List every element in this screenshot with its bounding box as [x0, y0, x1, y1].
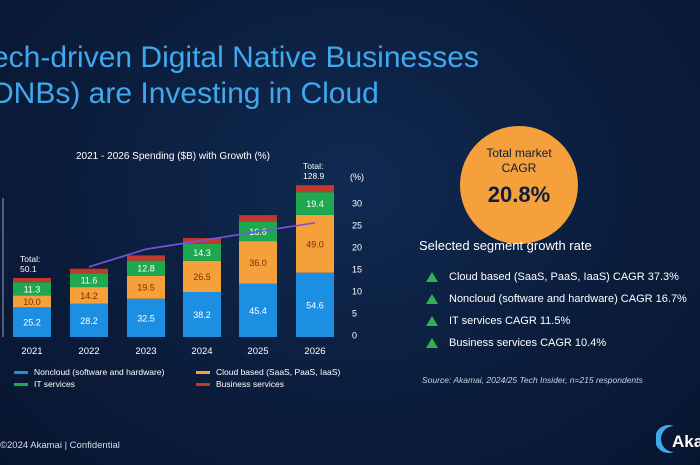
cagr-label: Total market CAGR	[486, 146, 552, 175]
triangle-up-icon	[426, 316, 438, 326]
right-axis-tick-30: 30	[352, 199, 362, 209]
right-axis-tick-0: 0	[352, 331, 357, 341]
data-label-2023-0: 32.5	[137, 313, 155, 323]
legend-label-cloud: Cloud based (SaaS, PaaS, IaaS)	[216, 367, 341, 377]
right-axis-tick-5: 5	[352, 309, 357, 319]
cagr-badge: Total market CAGR 20.8%	[460, 126, 578, 244]
source-note: Source: Akamai, 2024/25 Tech Insider, n=…	[422, 375, 643, 385]
right-axis-tick-10: 10	[352, 287, 362, 297]
total-value-1: 128.9	[303, 171, 325, 181]
bar-segment-2021-0	[13, 307, 51, 337]
data-label-2021-1: 10.0	[23, 297, 41, 307]
bar-segment-2021-2	[13, 282, 51, 296]
legend-swatch-noncloud	[14, 370, 28, 374]
x-tick-label-2024: 2024	[191, 346, 212, 357]
segment-heading: Selected segment growth rate	[419, 238, 592, 253]
data-label-2022-1: 14.2	[80, 291, 98, 301]
bar-segment-2025-0	[239, 283, 277, 337]
data-label-2025-0: 45.4	[249, 306, 267, 316]
segment-growth-list: Cloud based (SaaS, PaaS, IaaS) CAGR 37.3…	[426, 266, 687, 354]
bar-segment-2023-3	[127, 255, 165, 261]
data-label-2024-0: 38.2	[193, 310, 211, 320]
segment-growth-text: IT services CAGR 11.5%	[449, 315, 571, 327]
x-tick-label-2023: 2023	[135, 346, 156, 357]
list-item: Business services CAGR 10.4%	[426, 332, 687, 354]
list-item: Cloud based (SaaS, PaaS, IaaS) CAGR 37.3…	[426, 266, 687, 288]
x-tick-label-2026: 2026	[304, 346, 325, 357]
legend-label-noncloud: Noncloud (software and hardware)	[34, 367, 165, 377]
right-axis-unit: (%)	[350, 172, 364, 182]
right-axis-tick-15: 15	[352, 265, 362, 275]
x-tick-label-2025: 2025	[247, 346, 268, 357]
chart-title: 2021 - 2026 Spending ($B) with Growth (%…	[76, 151, 270, 162]
legend-label-it-services: IT services	[34, 379, 75, 389]
data-label-2024-2: 14.3	[193, 248, 211, 258]
akamai-logo-icon	[656, 425, 674, 453]
right-axis-tick-25: 25	[352, 221, 362, 231]
list-item: Noncloud (software and hardware) CAGR 16…	[426, 288, 687, 310]
legend-swatch-business-services	[196, 382, 210, 386]
data-label-2021-0: 25.2	[23, 318, 41, 328]
bar-segment-2024-0	[183, 292, 221, 337]
legend-item-business-services: Business services	[196, 379, 284, 389]
headline-line-1: ech-driven Digital Native Businesses	[0, 41, 479, 74]
total-value-0: 50.1	[20, 264, 37, 274]
legend-swatch-it-services	[14, 382, 28, 386]
x-tick-label-2021: 2021	[21, 346, 42, 357]
bar-segment-2022-1	[70, 287, 108, 304]
data-label-2023-1: 19.5	[137, 283, 155, 293]
data-label-2026-1: 49.0	[306, 239, 324, 249]
data-label-2024-1: 26.5	[193, 272, 211, 282]
data-label-2026-0: 54.6	[306, 300, 324, 310]
legend-swatch-cloud	[196, 370, 210, 374]
triangle-up-icon	[426, 272, 438, 282]
data-label-2021-2: 11.3	[24, 284, 41, 294]
segment-growth-text: Noncloud (software and hardware) CAGR 16…	[449, 293, 687, 305]
bar-segment-2024-2	[183, 243, 221, 261]
legend-item-cloud: Cloud based (SaaS, PaaS, IaaS)	[196, 367, 340, 377]
data-label-2025-1: 36.0	[249, 258, 267, 268]
bar-segment-2026-2	[296, 192, 334, 215]
bar-segment-2024-1	[183, 260, 221, 293]
triangle-up-icon	[426, 294, 438, 304]
data-label-2022-2: 11.6	[81, 276, 98, 286]
bar-segment-2023-1	[127, 275, 165, 299]
bar-segment-2023-2	[127, 260, 165, 276]
headline: ech-driven Digital Native Businesses DNB…	[0, 40, 479, 112]
bar-segment-2026-3	[296, 185, 334, 193]
data-label-2026-2: 19.4	[306, 199, 324, 209]
bar-segment-2026-0	[296, 272, 334, 337]
data-label-2022-0: 28.2	[80, 316, 98, 326]
bar-segment-2025-1	[239, 241, 277, 284]
legend-item-noncloud: Noncloud (software and hardware)	[14, 367, 164, 377]
bar-segment-2025-3	[239, 215, 277, 222]
total-label-1: Total:	[303, 161, 323, 171]
bar-segment-2023-0	[127, 298, 165, 337]
headline-line-2: DNBs) are Investing in Cloud	[0, 77, 379, 110]
akamai-logo-text: Aka	[672, 432, 700, 451]
x-tick-label-2022: 2022	[78, 346, 99, 357]
growth-line	[88, 222, 316, 268]
triangle-up-icon	[426, 338, 438, 348]
bar-segment-2021-1	[13, 295, 51, 308]
bar-segment-2022-0	[70, 303, 108, 337]
cagr-value: 20.8%	[487, 182, 551, 207]
right-axis-tick-20: 20	[352, 243, 362, 253]
segment-growth-text: Business services CAGR 10.4%	[449, 337, 607, 349]
bar-segment-2022-3	[70, 268, 108, 274]
legend-label-business-services: Business services	[216, 379, 285, 389]
bar-segment-2022-2	[70, 273, 108, 288]
total-label-0: Total:	[20, 254, 40, 264]
segment-growth-text: Cloud based (SaaS, PaaS, IaaS) CAGR 37.3…	[449, 271, 679, 283]
legend-item-it-services: IT services	[14, 379, 75, 389]
bar-segment-2021-3	[13, 277, 51, 283]
list-item: IT services CAGR 11.5%	[426, 310, 687, 332]
footer-copyright: ©2024 Akamai | Confidential	[0, 440, 120, 451]
data-label-2023-2: 12.8	[137, 264, 155, 274]
